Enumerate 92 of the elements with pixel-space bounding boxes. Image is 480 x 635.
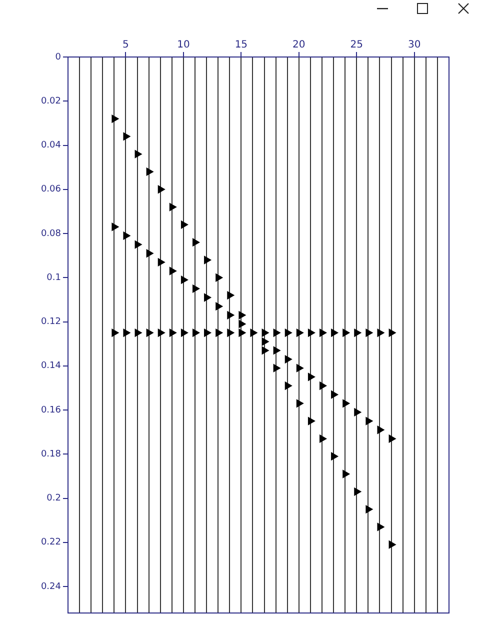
point	[169, 328, 177, 338]
point	[354, 328, 362, 338]
point	[331, 328, 339, 338]
point	[377, 328, 385, 338]
x-tick-label: 20	[292, 40, 306, 51]
point	[296, 328, 304, 338]
point	[112, 114, 120, 124]
x-tick-label: 30	[408, 40, 421, 51]
point	[262, 346, 270, 355]
point	[296, 364, 304, 372]
point	[366, 504, 374, 514]
point	[308, 328, 316, 338]
point	[388, 328, 396, 338]
point	[204, 293, 212, 302]
point	[216, 302, 224, 311]
point	[342, 470, 350, 478]
point	[158, 258, 166, 267]
point	[169, 266, 177, 276]
point	[320, 434, 327, 444]
point	[112, 222, 120, 232]
y-tick-label: 0.04	[40, 140, 62, 151]
point	[192, 238, 200, 247]
point	[216, 273, 224, 282]
point	[377, 522, 385, 532]
point	[227, 310, 235, 320]
y-tick-label: 0.02	[40, 96, 61, 106]
point	[192, 284, 200, 293]
point	[227, 290, 235, 300]
point	[366, 328, 374, 338]
y-tick-label: 0.24	[40, 582, 62, 592]
point	[388, 540, 396, 549]
point	[123, 328, 131, 338]
y-tick-label: 0.06	[40, 184, 62, 195]
y-tick-label: 0.16	[40, 405, 62, 416]
y-tick-label: 0.14	[40, 361, 62, 372]
y-tick-label: 0.18	[40, 449, 62, 460]
point	[273, 364, 281, 372]
point	[158, 185, 166, 194]
point	[284, 381, 292, 390]
point	[342, 328, 350, 338]
point	[146, 328, 154, 338]
point	[146, 167, 154, 176]
y-tick-label: 0	[55, 52, 62, 62]
point	[273, 328, 281, 338]
point	[320, 328, 327, 338]
point	[123, 231, 131, 240]
point	[227, 328, 235, 338]
y-tick-label: 0.12	[40, 317, 61, 328]
point	[180, 276, 188, 284]
point	[354, 487, 362, 496]
point	[134, 328, 142, 338]
point	[284, 328, 292, 338]
point	[238, 310, 246, 320]
point	[262, 328, 270, 338]
point	[273, 346, 281, 355]
point	[238, 320, 246, 328]
point	[204, 328, 212, 338]
point	[134, 240, 142, 249]
point	[180, 328, 188, 338]
x-tick-label: 5	[122, 40, 129, 51]
point	[320, 381, 327, 390]
x-tick-label: 10	[177, 40, 190, 51]
y-tick-label: 0.2	[46, 494, 61, 504]
point	[123, 132, 131, 141]
point	[192, 328, 200, 338]
point	[250, 328, 258, 338]
point	[180, 220, 188, 230]
point	[238, 328, 246, 338]
point	[308, 372, 316, 382]
point	[331, 390, 339, 399]
x-tick-label: 25	[350, 40, 364, 51]
point	[158, 328, 166, 338]
point	[262, 337, 270, 346]
point	[146, 249, 154, 258]
point	[134, 150, 142, 158]
point	[112, 328, 120, 338]
point	[284, 354, 292, 364]
point	[216, 328, 224, 338]
point	[377, 426, 385, 434]
point	[308, 416, 316, 426]
point	[388, 434, 396, 444]
y-tick-label: 0.08	[40, 228, 62, 239]
point	[354, 408, 362, 417]
y-tick-label: 0.1	[46, 272, 61, 283]
point	[204, 256, 212, 264]
point	[331, 452, 339, 461]
point	[296, 399, 304, 408]
point	[366, 416, 374, 426]
y-tick-label: 0.22	[40, 538, 61, 548]
point	[342, 399, 350, 408]
x-tick-label: 15	[234, 40, 248, 51]
point	[169, 202, 177, 212]
